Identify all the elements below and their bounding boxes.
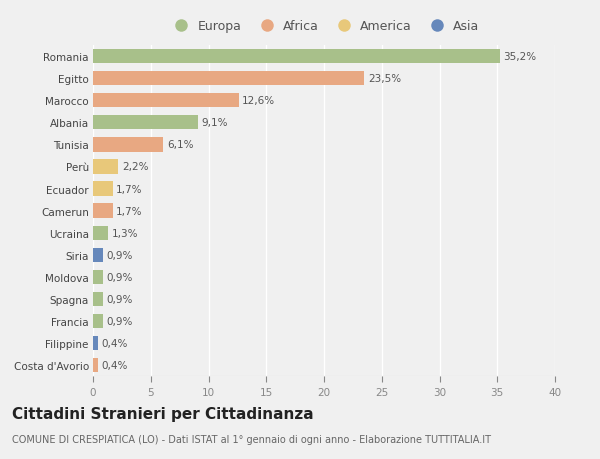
Bar (93, 72, 364, 86)
Text: 1,7%: 1,7% (116, 184, 143, 194)
Bar (93, 358, 98, 373)
Text: 2,2%: 2,2% (122, 162, 148, 172)
Bar (93, 314, 103, 329)
Text: COMUNE DI CRESPIATICA (LO) - Dati ISTAT al 1° gennaio di ogni anno - Elaborazion: COMUNE DI CRESPIATICA (LO) - Dati ISTAT … (12, 434, 491, 444)
Bar (93, 270, 103, 285)
Text: 0,4%: 0,4% (101, 338, 127, 348)
Text: 12,6%: 12,6% (242, 96, 275, 106)
Text: Cittadini Stranieri per Cittadinanza: Cittadini Stranieri per Cittadinanza (12, 406, 314, 421)
Text: 0,4%: 0,4% (101, 360, 127, 370)
Bar (93, 160, 118, 174)
Text: 1,7%: 1,7% (116, 206, 143, 216)
Bar (93, 182, 113, 196)
Bar (93, 50, 500, 64)
Bar (93, 292, 103, 307)
Bar (93, 248, 103, 263)
Bar (93, 226, 108, 241)
Text: 35,2%: 35,2% (503, 52, 536, 62)
Bar (93, 94, 239, 108)
Bar (93, 204, 113, 218)
Text: 6,1%: 6,1% (167, 140, 193, 150)
Text: 0,9%: 0,9% (107, 294, 133, 304)
Text: 23,5%: 23,5% (368, 74, 401, 84)
Bar (93, 138, 163, 152)
Legend: Europa, Africa, America, Asia: Europa, Africa, America, Asia (169, 20, 479, 33)
Text: 0,9%: 0,9% (107, 316, 133, 326)
Bar (93, 116, 198, 130)
Text: 0,9%: 0,9% (107, 250, 133, 260)
Text: 0,9%: 0,9% (107, 272, 133, 282)
Text: 9,1%: 9,1% (202, 118, 228, 128)
Text: 1,3%: 1,3% (112, 228, 138, 238)
Bar (93, 336, 98, 351)
